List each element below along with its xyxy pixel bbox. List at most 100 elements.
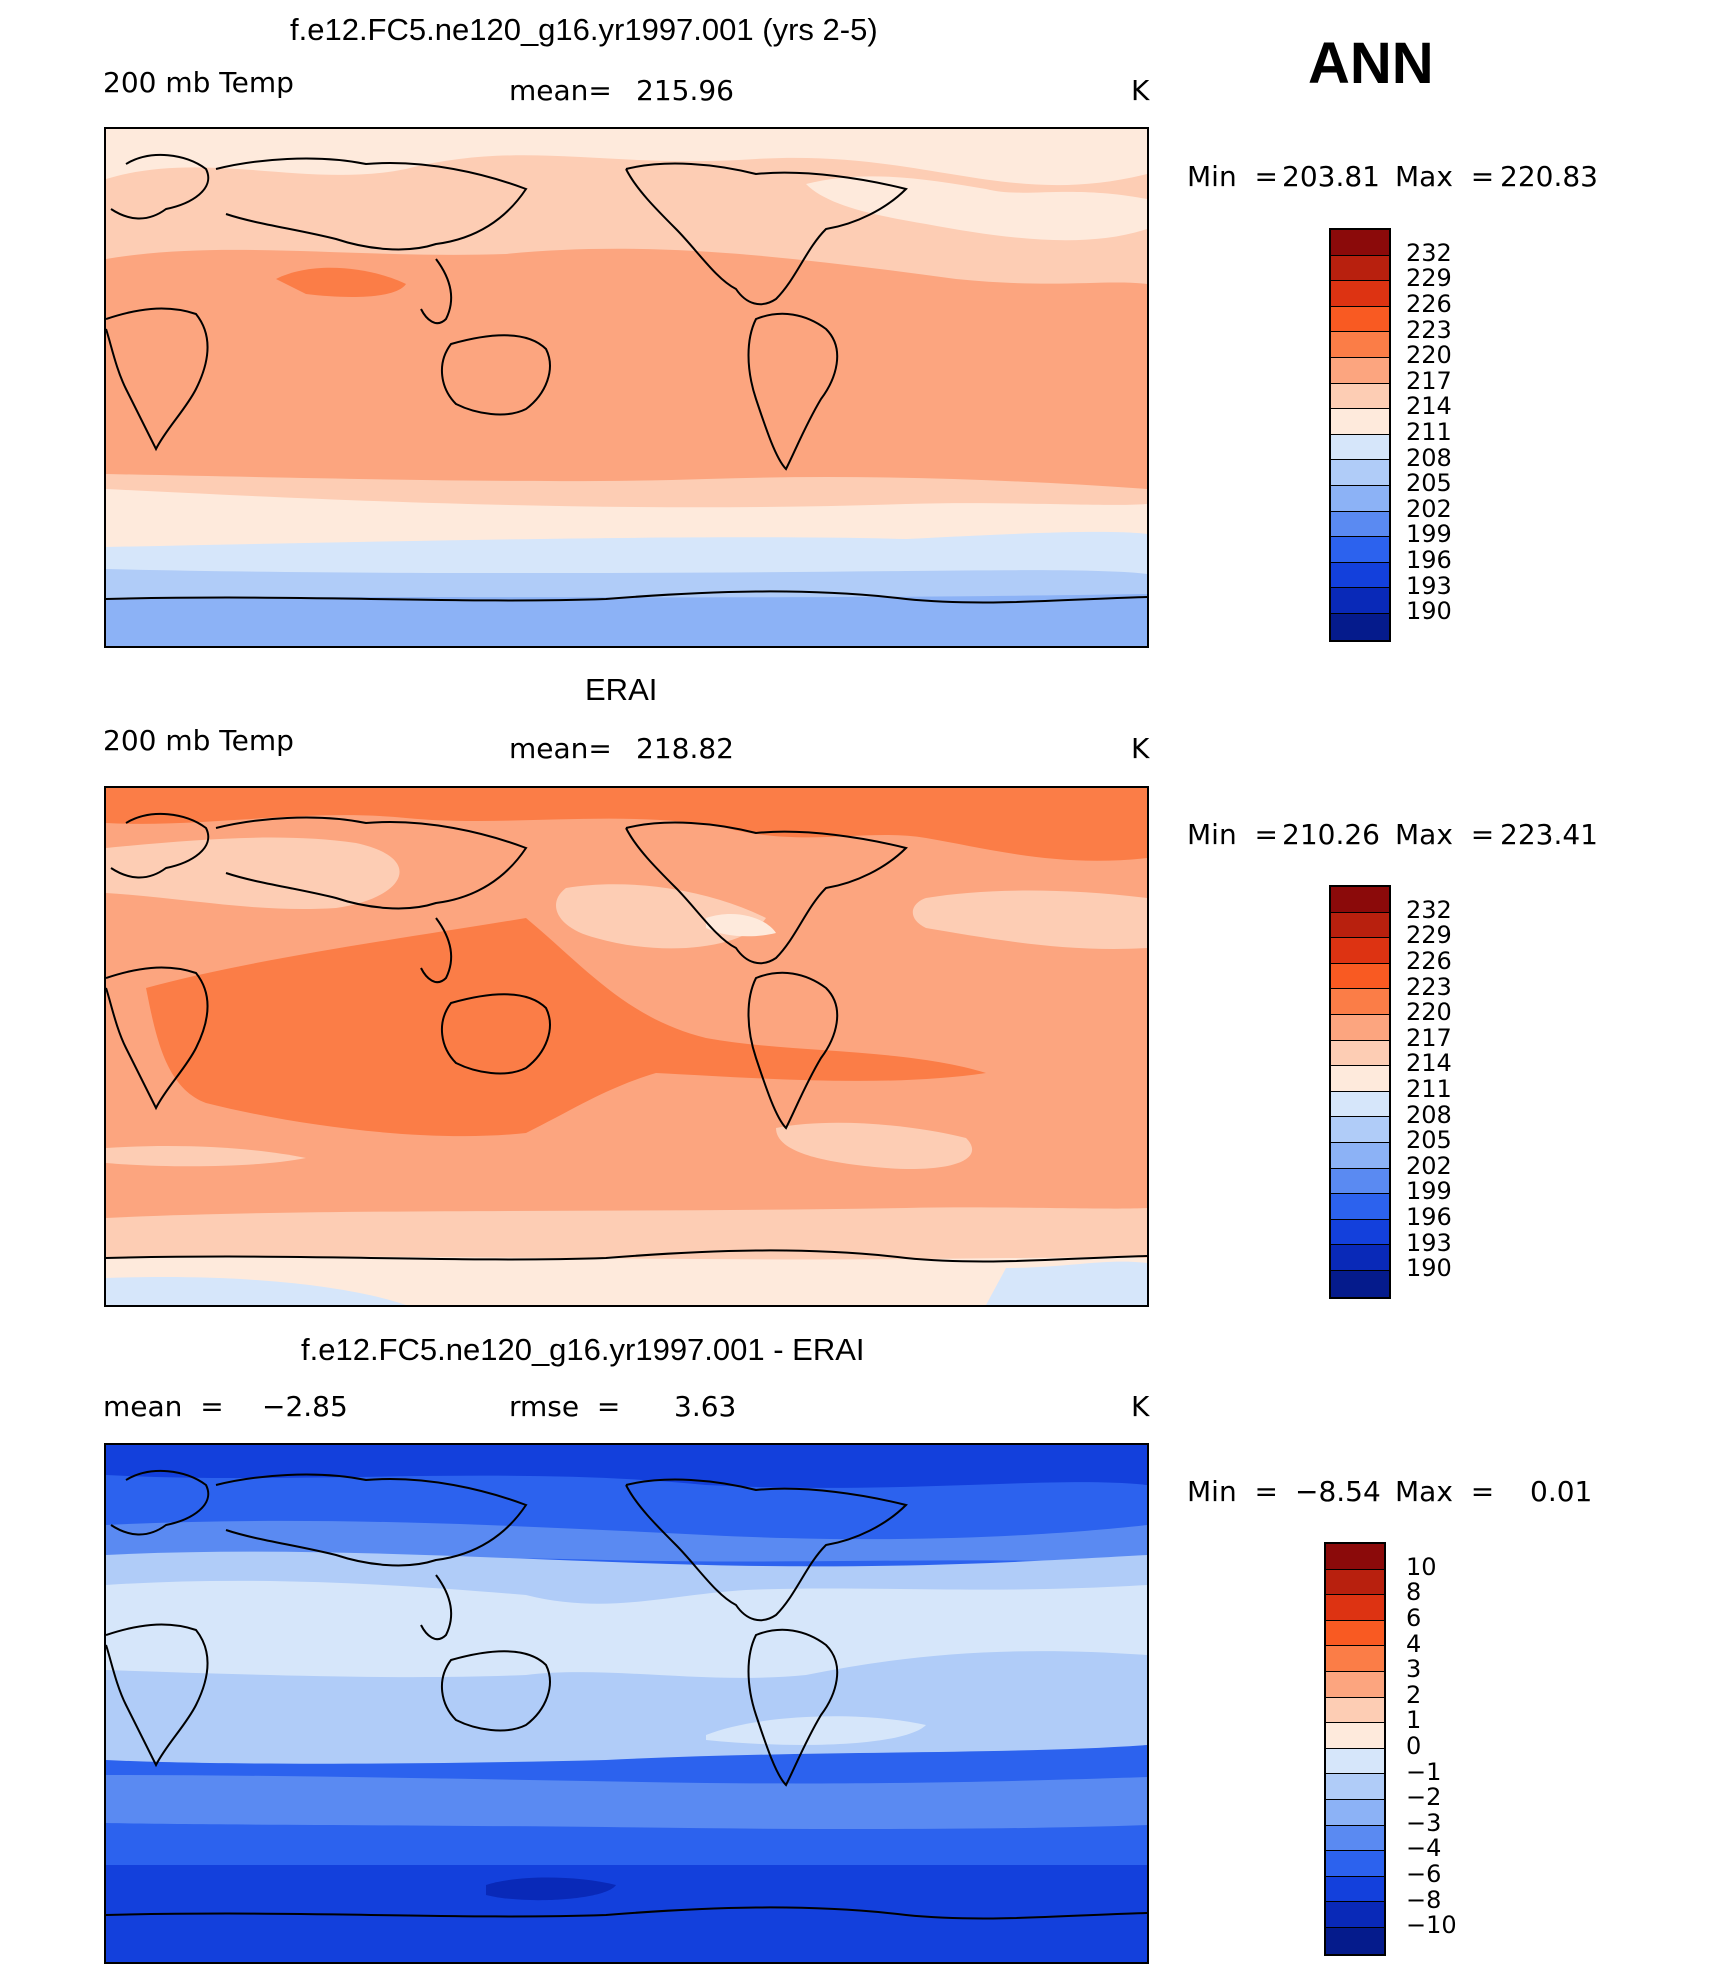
colorbar-level-label: −1 [1406, 1757, 1442, 1786]
panel3-min-label: Min = [1187, 1475, 1278, 1508]
colorbar-swatch [1331, 1168, 1389, 1195]
colorbar-swatch [1331, 460, 1389, 486]
panel3-title: f.e12.FC5.ne120_g16.yr1997.001 - ERAI [301, 1332, 865, 1367]
colorbar-swatch [1331, 332, 1389, 358]
colorbar-swatch [1331, 281, 1389, 307]
colorbar-level-label: 223 [1406, 315, 1452, 344]
panel2-min-label: Min = [1187, 818, 1278, 851]
panel1-units: K [1131, 74, 1150, 107]
panel3-map [104, 1443, 1149, 1964]
colorbar-level-label: 2 [1406, 1680, 1422, 1709]
colorbar-level-label: 220 [1406, 341, 1452, 370]
colorbar-swatch [1326, 1569, 1384, 1596]
colorbar-swatch [1331, 485, 1389, 512]
colorbar-level-label: 226 [1406, 290, 1452, 318]
colorbar-swatch [1326, 1876, 1384, 1903]
colorbar-swatch [1331, 938, 1389, 964]
colorbar-swatch [1326, 1671, 1384, 1698]
panel2-map [104, 786, 1149, 1307]
colorbar-level-label: 202 [1406, 1151, 1452, 1180]
colorbar-swatch [1326, 1902, 1384, 1928]
panel3-coastlines [106, 1469, 1147, 1920]
colorbar-level-label: 199 [1406, 520, 1452, 549]
colorbar-level-label: 190 [1406, 597, 1452, 626]
colorbar-level-label: 193 [1406, 1228, 1452, 1257]
panel3-max-value: 0.01 [1530, 1475, 1593, 1508]
colorbar-level-label: 211 [1406, 1075, 1452, 1103]
colorbar-level-label: −6 [1406, 1860, 1442, 1888]
panel3-rmse-value: 3.63 [674, 1390, 737, 1423]
colorbar-swatch [1331, 306, 1389, 333]
panel2-variable: 200 mb Temp [103, 724, 294, 757]
colorbar-swatch [1326, 1927, 1384, 1954]
panel3-mean-value: −2.85 [262, 1390, 348, 1423]
colorbar-swatch [1331, 357, 1389, 384]
panel2-min-value: 210.26 [1282, 818, 1380, 851]
panel2-units: K [1131, 732, 1150, 765]
panel3-max-label: Max = [1395, 1475, 1495, 1508]
colorbar-level-label: 4 [1406, 1629, 1422, 1658]
colorbar-swatch [1331, 409, 1389, 435]
panel1-mean-value: 215.96 [636, 74, 734, 107]
colorbar-level-label: 229 [1406, 264, 1452, 293]
colorbar-level-label: 214 [1406, 392, 1452, 421]
colorbar-level-label: 196 [1406, 546, 1452, 574]
colorbar-level-label: 220 [1406, 998, 1452, 1027]
colorbar-level-label: 217 [1406, 1023, 1452, 1052]
colorbar-swatch [1326, 1646, 1384, 1672]
colorbar-swatch [1326, 1723, 1384, 1749]
panel3-contour-field [106, 1445, 1147, 1962]
colorbar-swatch [1331, 912, 1389, 939]
colorbar-level-label: −2 [1406, 1783, 1442, 1812]
panel3-mean-label: mean = [103, 1390, 224, 1423]
colorbar-swatch [1331, 537, 1389, 563]
panel1-title: f.e12.FC5.ne120_g16.yr1997.001 (yrs 2-5) [290, 12, 878, 47]
panel1-colorbar [1329, 228, 1391, 642]
panel2-coastlines [106, 812, 1147, 1263]
panel3-colorbar [1324, 1542, 1386, 1956]
colorbar-swatch [1331, 1194, 1389, 1220]
colorbar-swatch [1326, 1799, 1384, 1826]
panel3-min-value: −8.54 [1295, 1475, 1381, 1508]
panel2-max-value: 223.41 [1500, 818, 1598, 851]
colorbar-swatch [1331, 588, 1389, 614]
colorbar-swatch [1331, 989, 1389, 1015]
panel1-map [104, 127, 1149, 648]
colorbar-swatch [1326, 1774, 1384, 1800]
colorbar-swatch [1331, 1014, 1389, 1041]
panel1-mean-label: mean= [509, 74, 612, 107]
season-label: ANN [1308, 31, 1434, 96]
panel1-coastlines [106, 153, 1147, 604]
colorbar-level-label: 223 [1406, 972, 1452, 1001]
colorbar-level-label: 3 [1406, 1655, 1422, 1684]
colorbar-level-label: 196 [1406, 1203, 1452, 1231]
colorbar-level-label: 199 [1406, 1177, 1452, 1206]
colorbar-level-label: −3 [1406, 1808, 1442, 1837]
colorbar-level-label: 205 [1406, 1126, 1452, 1155]
panel1-min-value: 203.81 [1282, 160, 1380, 193]
colorbar-swatch [1331, 1040, 1389, 1067]
colorbar-level-label: 208 [1406, 1100, 1452, 1129]
colorbar-level-label: 232 [1406, 238, 1452, 267]
colorbar-swatch [1326, 1748, 1384, 1775]
panel2-mean-label: mean= [509, 732, 612, 765]
colorbar-swatch [1326, 1697, 1384, 1724]
colorbar-swatch [1331, 963, 1389, 990]
colorbar-level-label: −8 [1406, 1885, 1442, 1914]
colorbar-swatch [1331, 434, 1389, 461]
colorbar-swatch [1331, 1066, 1389, 1092]
colorbar-level-label: 217 [1406, 366, 1452, 395]
colorbar-level-label: 8 [1406, 1578, 1422, 1607]
colorbar-level-label: 0 [1406, 1732, 1422, 1760]
colorbar-level-label: 211 [1406, 418, 1452, 446]
panel3-rmse-label: rmse = [509, 1390, 621, 1423]
panel1-max-label: Max = [1395, 160, 1495, 193]
colorbar-level-label: 10 [1406, 1552, 1437, 1581]
panel1-variable: 200 mb Temp [103, 66, 294, 99]
colorbar-swatch [1331, 1245, 1389, 1271]
panel2-contour-field [106, 788, 1147, 1305]
colorbar-swatch [1331, 511, 1389, 538]
colorbar-swatch [1331, 1270, 1389, 1297]
colorbar-level-label: 229 [1406, 921, 1452, 950]
colorbar-level-label: 190 [1406, 1254, 1452, 1283]
